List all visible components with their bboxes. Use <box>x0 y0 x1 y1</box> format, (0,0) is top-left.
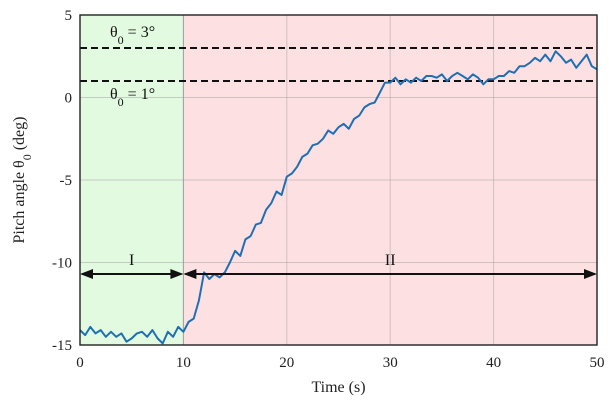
phase-ii-arrow <box>183 269 597 280</box>
region-1 <box>80 15 184 345</box>
region-2 <box>183 15 597 345</box>
region-backgrounds <box>80 15 597 345</box>
phase-arrows <box>80 269 597 280</box>
phase-label-2: II <box>385 252 396 269</box>
plot-frame <box>79 14 598 346</box>
x-tick-label: 10 <box>176 355 191 371</box>
x-tick-label: 30 <box>383 355 398 371</box>
phase-labels: I II <box>129 252 395 269</box>
x-axis-label: Time (s) <box>311 379 365 396</box>
y-axis-label: Pitch angle θ0 (deg) <box>11 117 34 244</box>
series-group <box>79 50 598 345</box>
y-tick-label: 0 <box>65 91 73 107</box>
x-tick-label: 40 <box>486 355 501 371</box>
phase-label-1: I <box>129 252 134 269</box>
x-tick-label: 0 <box>76 355 84 371</box>
reference-lines <box>80 47 597 82</box>
series-line-1 <box>79 50 598 345</box>
phase-i-arrow <box>80 269 184 280</box>
x-tick-label: 20 <box>279 355 294 371</box>
y-tick-label: 5 <box>65 8 73 24</box>
y-tick-label: -15 <box>52 338 72 354</box>
x-tick-label: 50 <box>590 355 605 371</box>
tick-labels: 0 10 20 30 40 50 -15 -10 -5 0 5 <box>52 8 605 371</box>
y-tick-label: -5 <box>60 173 73 189</box>
y-tick-label: -10 <box>52 256 72 272</box>
y-axis-label-group: Pitch angle θ0 (deg) <box>11 117 34 244</box>
